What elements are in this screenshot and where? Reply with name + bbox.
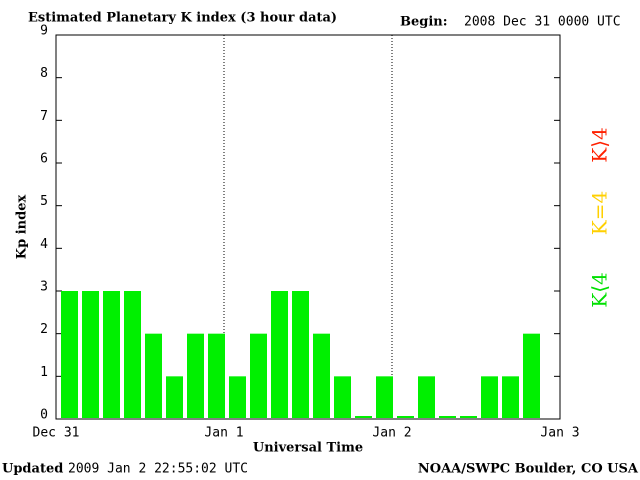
bar: [460, 416, 477, 418]
x-tick-label: Dec 31: [33, 426, 80, 441]
source: NOAA/SWPC Boulder, CO USA: [418, 462, 639, 477]
x-axis-label: Universal Time: [253, 441, 363, 456]
bar: [313, 333, 330, 418]
y-axis-label: Kp index: [15, 195, 30, 260]
bar: [397, 416, 414, 418]
bar: [145, 333, 162, 418]
y-tick-label: 5: [40, 194, 48, 209]
x-tick-label: Jan 3: [540, 426, 579, 441]
bar: [124, 291, 141, 418]
bar: [502, 376, 519, 418]
bar: [292, 291, 309, 418]
y-tick-label: 7: [40, 109, 48, 124]
bar: [439, 416, 456, 418]
bar: [229, 376, 246, 418]
chart-title: Estimated Planetary K index (3 hour data…: [28, 11, 337, 26]
x-tick-label: Jan 2: [372, 426, 411, 441]
x-tick-label: Jan 1: [204, 426, 243, 441]
begin-date: 2008 Dec 31 0000 UTC: [464, 15, 621, 30]
y-tick-label: 8: [40, 66, 48, 81]
bar: [166, 376, 183, 418]
updated-label: Updated: [2, 462, 63, 477]
bar: [187, 333, 204, 418]
legend-entry: K⟩4: [588, 127, 612, 162]
bar: [355, 416, 372, 418]
legend-entry: K⟨4: [588, 272, 612, 307]
y-tick-label: 6: [40, 152, 48, 167]
bar: [523, 333, 540, 418]
y-tick-label: 1: [40, 365, 48, 380]
bar: [82, 291, 99, 418]
y-tick-label: 4: [40, 237, 48, 252]
bar: [61, 291, 78, 418]
y-tick-label: 2: [40, 322, 48, 337]
updated-time: 2009 Jan 2 22:55:02 UTC: [68, 462, 248, 477]
bar: [481, 376, 498, 418]
bar: [376, 376, 393, 418]
bar: [208, 333, 225, 418]
bar: [418, 376, 435, 418]
bar: [103, 291, 120, 418]
y-tick-label: 3: [40, 280, 48, 295]
bar: [334, 376, 351, 418]
legend-entry: K=4: [588, 191, 612, 235]
bar: [250, 333, 267, 418]
bar: [271, 291, 288, 418]
y-tick-label: 0: [40, 408, 48, 423]
y-tick-label: 9: [40, 24, 48, 39]
begin-label: Begin:: [400, 15, 448, 30]
plot-frame: [55, 34, 561, 420]
